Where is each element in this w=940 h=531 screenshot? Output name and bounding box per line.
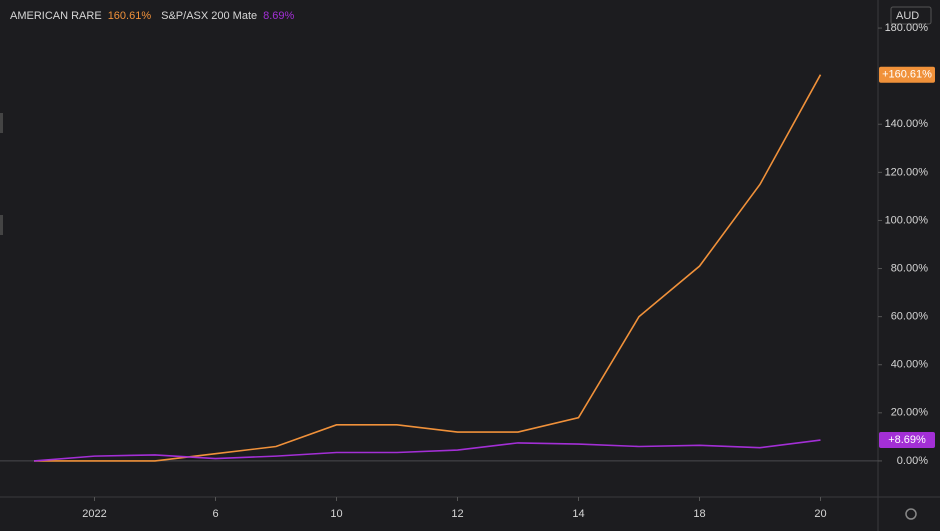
y-tick-label: 100.00% [885,214,929,226]
price-badge: +160.61% [879,66,935,83]
y-tick-label: 0.00% [897,455,928,467]
x-tick-label: 20 [814,508,826,520]
settings-icon[interactable] [905,508,917,520]
legend-name: S&P/ASX 200 Mate [161,10,257,22]
price-badge-bg [879,432,935,449]
y-tick-label: 180.00% [885,22,929,34]
currency-label[interactable]: AUD [896,10,919,22]
x-tick-label: 12 [451,508,463,520]
edge-handle [0,113,3,133]
x-tick-label: 14 [572,508,584,520]
series-line [34,74,822,462]
edge-handle [0,215,3,235]
x-tick-label: 18 [693,508,705,520]
y-tick-label: 40.00% [891,359,929,371]
price-badge-label: +160.61% [882,69,932,81]
legend-value: 160.61% [108,10,152,22]
legend-name: AMERICAN RARE [10,10,102,22]
x-tick-label: 2022 [82,508,106,520]
price-badge-label: +8.69% [888,434,926,446]
legend-value: 8.69% [263,10,294,22]
y-tick-label: 60.00% [891,311,929,323]
price-badge: +8.69% [879,432,935,449]
x-tick-label: 10 [330,508,342,520]
price-badge-bg [879,66,935,83]
y-tick-label: 140.00% [885,118,929,130]
y-tick-label: 80.00% [891,262,929,274]
y-tick-label: 120.00% [885,166,929,178]
series-line [33,439,821,462]
x-tick-label: 6 [212,508,218,520]
y-tick-label: 20.00% [891,407,929,419]
currency-button[interactable] [890,6,932,25]
